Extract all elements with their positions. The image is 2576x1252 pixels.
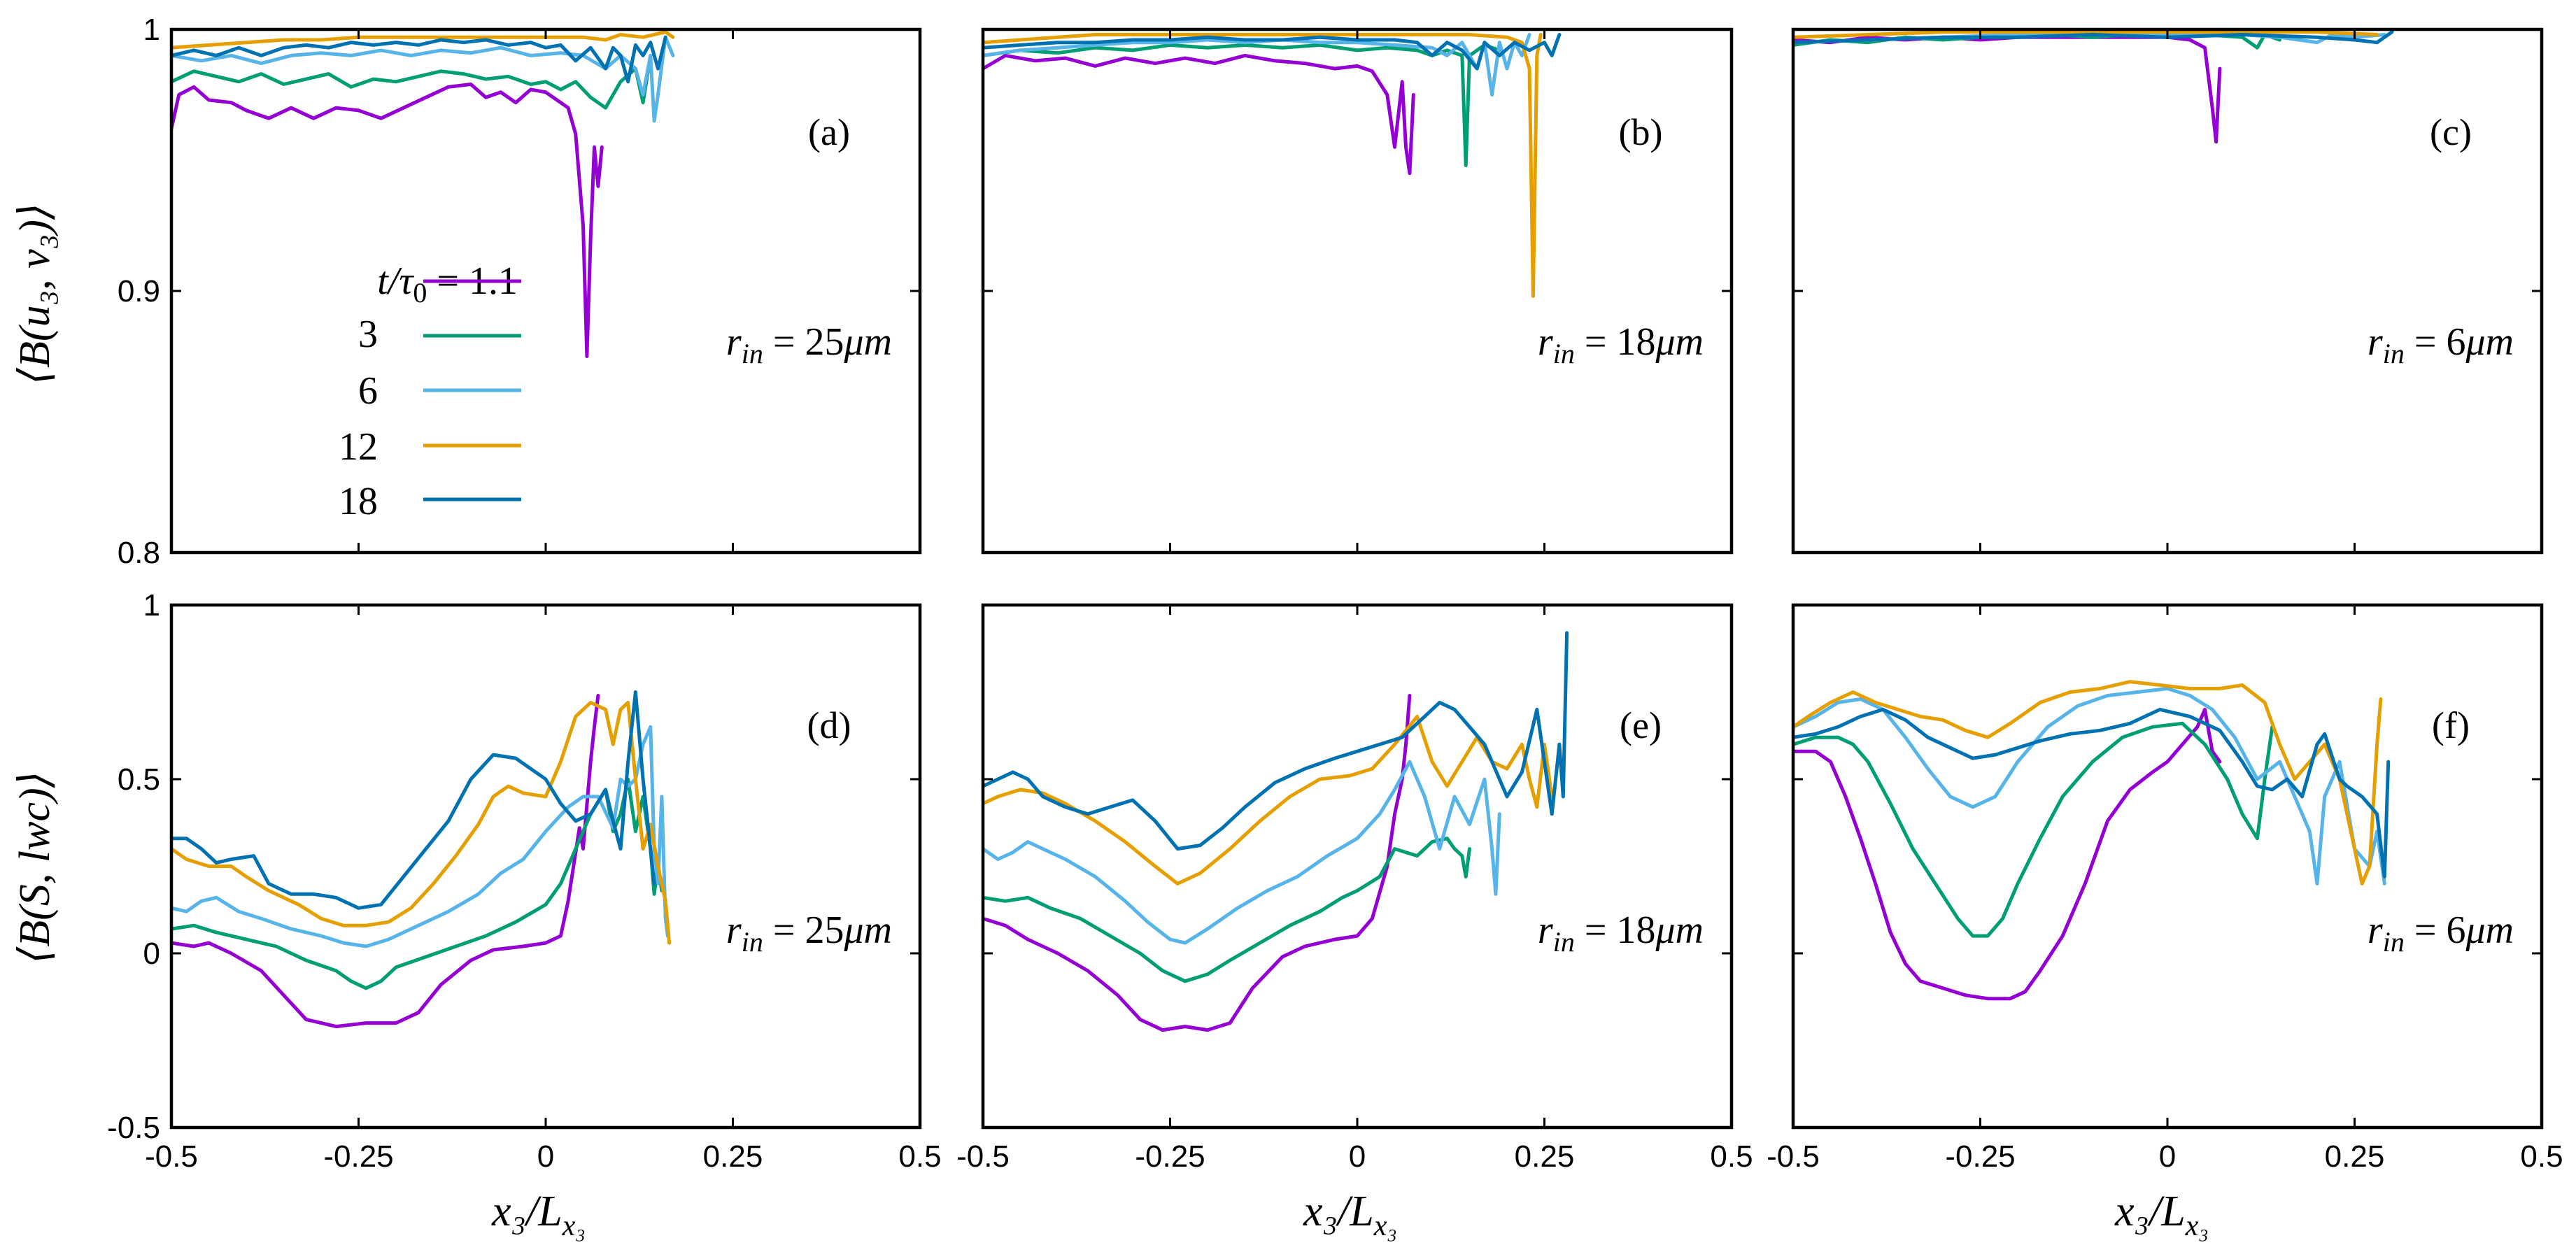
panel-d: -0.5 0 0.5 1 -0.5 -0.25 0 0.25 0.5 (d) rin = 25μm	[107, 588, 941, 1174]
series-line-a-6	[171, 35, 675, 123]
x-axis-title-col-1: x₃/Lx₃	[1303, 1188, 1397, 1242]
y-axis-title-bottom: ⟨B(S, lwc)⟩	[11, 771, 59, 964]
legend-prefix-sub: 0	[413, 277, 427, 308]
legend-prefix: t/τ	[377, 259, 414, 303]
rin-annotation: rin = 18μm	[1538, 320, 1704, 369]
x-tick-label: 0.25	[703, 1139, 763, 1174]
series-line-a-18	[171, 35, 667, 84]
x-tick-label: 0	[1349, 1139, 1366, 1174]
x-tick-label: 0.5	[898, 1139, 941, 1174]
series-line-e-3	[983, 837, 1471, 983]
series-line-e-6	[983, 760, 1501, 945]
x-tick-label: -0.25	[1945, 1139, 2015, 1174]
panel-f: -0.5 -0.25 0 0.25 0.5 (f) rin = 6μm	[1767, 603, 2563, 1174]
x-tick-label: -0.5	[956, 1139, 1010, 1174]
series-line-d-18	[171, 690, 656, 910]
legend-entry-label-2: 6	[358, 369, 378, 413]
series-line-a-3	[171, 53, 653, 110]
legend-entry-label-3: 12	[339, 425, 378, 469]
x-tick-label: -0.5	[145, 1139, 198, 1174]
series-group	[983, 33, 1562, 298]
x-tick-label: 0.25	[1515, 1139, 1575, 1174]
panel-label: (e)	[1620, 704, 1662, 746]
y-tick-label: 0.9	[118, 274, 160, 308]
panel-label: (f)	[2432, 704, 2470, 746]
series-line-f-6	[1793, 687, 2386, 885]
plot-frame	[169, 603, 922, 1130]
y-tick-label: -0.5	[107, 1111, 160, 1145]
legend-entry-label-1: 3	[358, 313, 378, 356]
series-group	[1793, 680, 2391, 1001]
panel-b: (b) rin = 18μm	[981, 27, 1734, 555]
series-line-c-1-1	[1793, 35, 2222, 144]
series-line-f-12	[1793, 680, 2383, 885]
legend: t/τ0 = 1.1 3 6 12 18	[339, 259, 521, 523]
series-line-f-1-1	[1793, 707, 2222, 1001]
plot-frame	[1791, 603, 2544, 1130]
series-line-b-12	[983, 33, 1543, 298]
series-line-a-12	[171, 30, 675, 50]
series-line-a-1-1	[171, 83, 604, 358]
series-group	[171, 690, 672, 1029]
panel-a: 0.8 0.9 1 (a) rin = 25μm	[118, 13, 922, 570]
series-group	[1793, 30, 2394, 144]
x-tick-label: 0	[2159, 1139, 2176, 1174]
plot-frame	[1791, 27, 2544, 555]
rin-annotation: rin = 18μm	[1538, 909, 1704, 958]
rin-annotation: rin = 6μm	[2368, 320, 2514, 369]
x-tick-label: 0.5	[2520, 1139, 2563, 1174]
panel-label: (d)	[807, 704, 851, 746]
series-line-e-12	[983, 714, 1554, 885]
legend-entry-label-4: 18	[339, 480, 378, 523]
series-line-f-18	[1793, 707, 2391, 878]
rin-annotation: rin = 6μm	[2368, 909, 2514, 958]
series-group	[983, 631, 1569, 1032]
series-line-e-18	[983, 631, 1569, 851]
series-line-d-6	[171, 725, 670, 948]
series-line-b-18	[983, 33, 1562, 71]
series-group	[171, 30, 675, 358]
panel-c: (c) rin = 6μm	[1791, 27, 2544, 555]
series-line-e-1-1	[983, 694, 1412, 1032]
rin-annotation: rin = 25μm	[726, 320, 892, 369]
x-tick-label: 0	[537, 1139, 554, 1174]
panel-label: (a)	[808, 111, 850, 153]
y-axis-title-top: ⟨B(u₃, v₃)⟩	[11, 203, 59, 385]
y-tick-label: 1	[143, 13, 160, 47]
series-line-f-3	[1793, 721, 2274, 938]
x-tick-label: 0.25	[2325, 1139, 2385, 1174]
x-tick-label: -0.25	[1135, 1139, 1205, 1174]
y-tick-label: 1	[143, 588, 160, 623]
panel-label: (b)	[1619, 111, 1663, 153]
series-line-b-1-1	[983, 53, 1415, 176]
series-line-d-12	[171, 700, 672, 945]
x-tick-label: -0.5	[1767, 1139, 1820, 1174]
x-axis-title-col-2: x₃/Lx₃	[2114, 1188, 2209, 1242]
x-tick-label: 0.5	[1710, 1139, 1753, 1174]
y-tick-label: 0.5	[118, 762, 160, 797]
panel-e: -0.5 -0.25 0 0.25 0.5 (e) rin = 18μm	[956, 603, 1753, 1174]
series-line-d-3	[171, 777, 664, 990]
plot-frame	[981, 603, 1734, 1130]
x-tick-label: -0.25	[323, 1139, 393, 1174]
legend-title: t/τ0 = 1.1	[377, 259, 518, 308]
plot-frame	[169, 27, 922, 555]
y-tick-label: 0	[143, 937, 160, 971]
y-tick-label: 0.8	[118, 536, 160, 570]
rin-annotation: rin = 25μm	[726, 909, 892, 958]
series-line-c-12	[1793, 30, 2379, 39]
panel-label: (c)	[2430, 111, 2472, 153]
series-line-b-3	[983, 43, 1501, 167]
x-axis-title-col-0: x₃/Lx₃	[491, 1188, 586, 1242]
plot-frame	[981, 27, 1734, 555]
